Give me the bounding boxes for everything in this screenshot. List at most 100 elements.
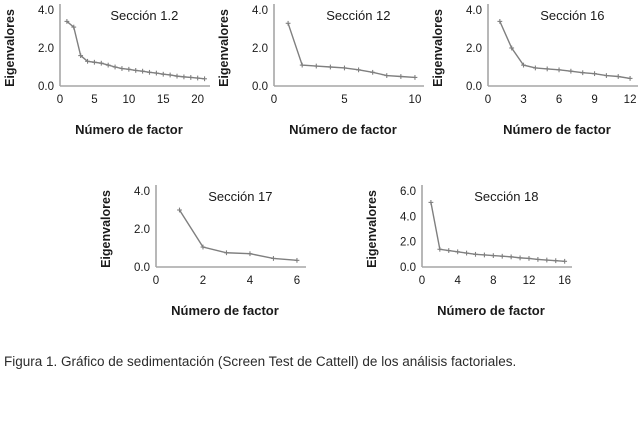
- x-axis-title: Número de factor: [437, 303, 545, 318]
- data-point-marker: [446, 248, 452, 253]
- data-point-marker: [64, 19, 70, 24]
- y-axis-title: Eigenvalores: [3, 9, 18, 87]
- scree-chart-seccion-12: Eigenvalores 0.0 2.0 4.0 0 5 10 Sección 12 Núm…: [214, 0, 428, 137]
- data-point-marker: [327, 64, 333, 70]
- x-tick-label: 10: [409, 94, 422, 106]
- plot-area: 0.0 2.0 4.0 0 5 10 Sección 12: [234, 0, 428, 118]
- x-tick-label: 15: [157, 94, 170, 106]
- y-tick-label: 2.0: [466, 43, 482, 55]
- chart-row-top: Eigenvalores 0.0 2.0 4.0 0 5 10 15 20 Sección 1.…: [0, 0, 643, 137]
- data-point-marker: [140, 68, 146, 74]
- x-tick-label: 0: [271, 94, 277, 106]
- data-point-marker: [568, 68, 574, 74]
- data-point-marker: [160, 71, 166, 77]
- x-tick-label: 0: [57, 94, 63, 106]
- scree-chart-seccion-1-2: Eigenvalores 0.0 2.0 4.0 0 5 10 15 20 Sección 1.…: [0, 0, 214, 137]
- data-point-marker: [384, 73, 390, 78]
- figure-caption: Figura 1. Gráfico de sedimentación (Scre…: [4, 354, 517, 369]
- data-point-marker: [202, 76, 207, 82]
- y-tick-label: 4.0: [252, 5, 268, 17]
- chart-title: Sección 17: [208, 189, 272, 204]
- plot-area: 0.0 2.0 4.0 0 3 6 9 12 Sección 16: [448, 0, 642, 118]
- data-point-marker: [78, 53, 84, 58]
- y-tick-label: 0.0: [400, 262, 416, 274]
- scree-plot-svg: 0.0 2.0 4.0 0 3 6 9 12 Sección 16: [466, 4, 638, 106]
- y-axis-title: Eigenvalores: [431, 9, 446, 87]
- x-tick-label: 0: [419, 275, 425, 287]
- y-tick-label: 4.0: [400, 211, 416, 223]
- x-axis-title: Número de factor: [171, 303, 279, 318]
- data-point-marker: [497, 19, 503, 24]
- x-tick-label: 8: [490, 275, 496, 287]
- data-point-marker: [556, 67, 562, 73]
- x-tick-label: 10: [122, 94, 135, 106]
- data-point-marker: [509, 45, 515, 51]
- eigenvalue-line: [178, 209, 298, 262]
- data-point-marker: [200, 244, 206, 250]
- x-tick-label: 4: [247, 275, 254, 287]
- data-point-marker: [133, 68, 139, 73]
- plot-area: 0.0 2.0 4.0 0 2 4 6 Sección 17: [116, 181, 310, 299]
- data-point-marker: [294, 257, 300, 263]
- y-tick-label: 0.0: [134, 262, 150, 274]
- data-point-marker: [412, 75, 418, 80]
- data-point-marker: [562, 258, 568, 264]
- y-tick-label: 2.0: [400, 237, 416, 249]
- data-point-marker: [174, 73, 180, 79]
- x-tick-label: 2: [200, 275, 206, 287]
- data-point-marker: [177, 207, 182, 213]
- data-point-marker: [592, 71, 597, 77]
- data-point-marker: [342, 65, 347, 71]
- data-point-marker: [285, 20, 291, 26]
- data-point-marker: [271, 256, 276, 261]
- data-point-marker: [490, 253, 496, 258]
- data-point-marker: [398, 74, 404, 79]
- data-point-marker: [532, 65, 538, 71]
- data-point-marker: [517, 255, 523, 261]
- scree-plot-svg: 0.0 2.0 4.0 6.0 0 4 8 12 16 Sección 18: [400, 185, 572, 287]
- x-tick-label: 5: [91, 94, 97, 106]
- data-point-marker: [499, 253, 505, 259]
- plot-area: 0.0 2.0 4.0 6.0 0 4 8 12 16 Sección 18: [382, 181, 576, 299]
- chart-title: Sección 16: [540, 8, 604, 23]
- data-point-marker: [482, 252, 487, 258]
- data-point-marker: [356, 67, 361, 73]
- chart-row-bottom: Eigenvalores 0.0 2.0 4.0 0 2 4 6 Sección 17 Núm…: [0, 181, 643, 318]
- data-point-marker: [147, 69, 152, 75]
- data-point-marker: [224, 250, 229, 256]
- data-point-marker: [119, 66, 125, 71]
- x-tick-label: 3: [520, 94, 526, 106]
- y-tick-label: 4.0: [466, 5, 482, 17]
- data-point-marker: [428, 200, 434, 205]
- data-point-marker: [544, 257, 550, 263]
- plot-area: 0.0 2.0 4.0 0 5 10 15 20 Sección 1.2: [20, 0, 214, 118]
- y-axis-title: Eigenvalores: [99, 190, 114, 268]
- data-point-marker: [521, 62, 526, 68]
- data-point-marker: [85, 58, 90, 64]
- chart-title: Sección 1.2: [110, 8, 178, 23]
- data-point-marker: [615, 74, 621, 79]
- data-point-marker: [195, 75, 201, 81]
- y-tick-label: 0.0: [252, 81, 268, 93]
- data-point-marker: [105, 62, 111, 68]
- y-tick-label: 4.0: [38, 5, 54, 17]
- data-point-marker: [313, 63, 319, 69]
- x-axis-title: Número de factor: [289, 122, 397, 137]
- x-tick-label: 16: [558, 275, 571, 287]
- data-point-marker: [604, 73, 609, 78]
- eigenvalue-line: [430, 202, 565, 262]
- data-point-marker: [544, 66, 550, 72]
- data-point-marker: [535, 257, 541, 262]
- scree-chart-seccion-17: Eigenvalores 0.0 2.0 4.0 0 2 4 6 Sección 17 Núm…: [96, 181, 310, 318]
- data-point-marker: [627, 76, 633, 81]
- data-point-marker: [299, 62, 305, 68]
- eigenvalue-line: [499, 21, 631, 80]
- scree-plot-svg: 0.0 2.0 4.0 0 5 10 Sección 12: [252, 4, 424, 106]
- data-point-marker: [181, 74, 187, 80]
- data-point-marker: [247, 251, 253, 257]
- chart-title: Sección 12: [326, 8, 390, 23]
- data-point-marker: [98, 60, 104, 66]
- data-point-marker: [508, 254, 514, 260]
- y-axis-title: Eigenvalores: [217, 9, 232, 87]
